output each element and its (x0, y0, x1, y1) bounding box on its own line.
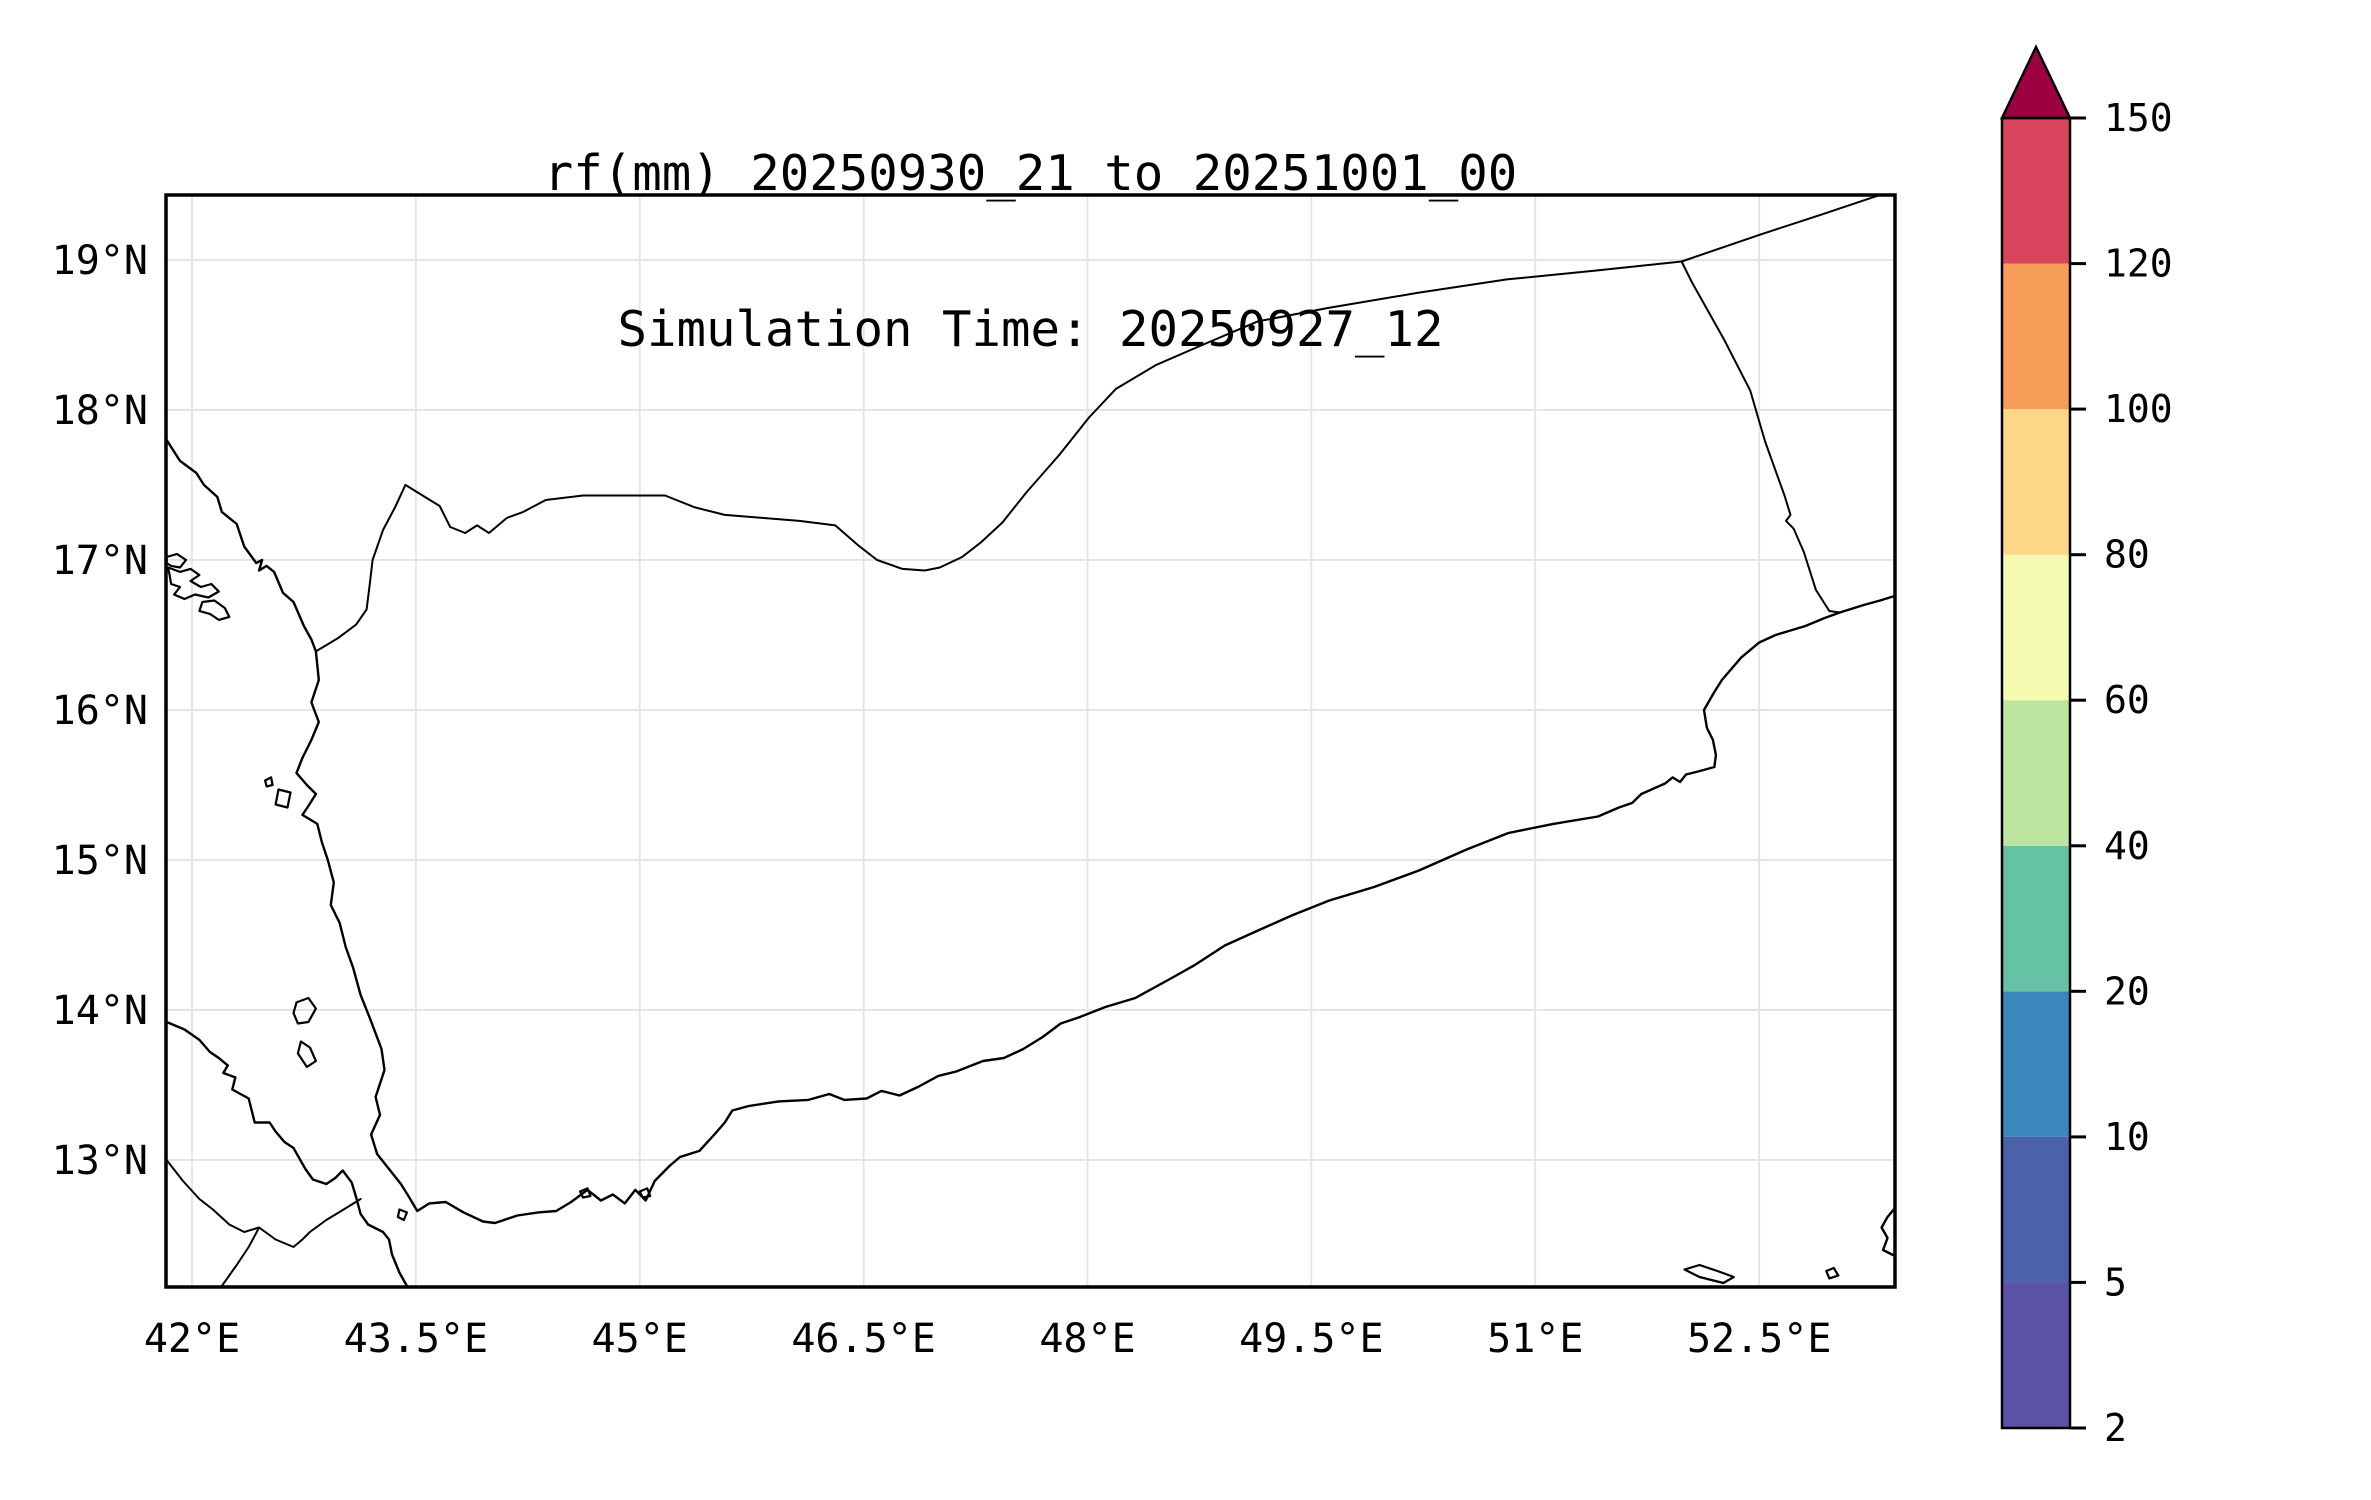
colorbar-tick-label: 40 (2104, 824, 2150, 868)
colorbar-tick-label: 80 (2104, 533, 2150, 577)
colorbar-tick-label: 150 (2104, 96, 2173, 140)
colorbar-segment (2002, 118, 2070, 264)
country-border-path (314, 260, 1683, 653)
y-tick-label: 14°N (52, 988, 148, 1034)
graticule (166, 195, 1895, 1287)
map-frame (164, 193, 1897, 1289)
colorbar-tick-label: 60 (2104, 678, 2150, 722)
coastline-path (166, 1020, 409, 1287)
colorbar-outline (2000, 116, 2072, 1430)
island-outline (578, 1187, 592, 1199)
colorbar-segment (2002, 700, 2070, 846)
island-outline (274, 788, 292, 809)
colorbar-segment (2002, 845, 2070, 992)
colorbar-segment (2002, 263, 2070, 410)
x-axis-labels: 42°E 43.5°E 45°E 46.5°E 48°E 49.5°E 51°E 52.5°E (144, 1316, 1832, 1362)
country-border-path (220, 1226, 261, 1287)
island-outline (638, 1187, 652, 1199)
island-outline (167, 566, 220, 601)
colorbar-tick-label: 5 (2104, 1260, 2127, 1304)
map-layers (166, 195, 1895, 1287)
x-tick-label: 46.5°E (791, 1316, 936, 1362)
colorbar-segment (2002, 1282, 2070, 1428)
colorbar-tick-label: 2 (2104, 1406, 2127, 1450)
colorbar-segment (2002, 1136, 2070, 1283)
y-axis-labels: 19°N 18°N 17°N 16°N 15°N 14°N 13°N (52, 238, 148, 1184)
x-tick-label: 48°E (1039, 1316, 1135, 1362)
colorbar-tick-label: 10 (2104, 1115, 2150, 1159)
y-tick-label: 13°N (52, 1138, 148, 1184)
island-outline (264, 776, 274, 788)
colorbar-segment (2002, 409, 2070, 555)
island-outline (1825, 1266, 1840, 1280)
colorbar-over-arrow (2000, 44, 2072, 120)
y-tick-label: 15°N (52, 838, 148, 884)
x-tick-label: 52.5°E (1687, 1316, 1832, 1362)
colorbar-segment (2002, 991, 2070, 1137)
x-tick-label: 51°E (1487, 1316, 1583, 1362)
y-tick-label: 18°N (52, 388, 148, 434)
coastline-path (1880, 1206, 1895, 1258)
x-tick-label: 42°E (144, 1316, 240, 1362)
island-outline (396, 1208, 408, 1222)
plot-title: rf(mm) 20250930_21 to 20251001_00 Simula… (166, 44, 1895, 460)
island-outline (292, 996, 317, 1025)
island-outline (198, 599, 231, 621)
colorbar-segment (2002, 554, 2070, 701)
title-line2: Simulation Time: 20250927_12 (617, 301, 1444, 358)
title-line1: rf(mm) 20250930_21 to 20251001_00 (543, 145, 1518, 202)
country-border-path (166, 1159, 362, 1248)
x-tick-label: 43.5°E (344, 1316, 489, 1362)
colorbar-tick-label: 20 (2104, 969, 2150, 1013)
x-tick-label: 45°E (592, 1316, 688, 1362)
y-tick-label: 17°N (52, 538, 148, 584)
island-outline (296, 1040, 317, 1069)
colorbar-tick-label: 100 (2104, 387, 2173, 431)
colorbar: 2 5 10 20 40 60 80 100 120 150 (2000, 44, 2173, 1450)
colorbar-tick-label: 120 (2104, 242, 2173, 286)
country-border-path (1680, 260, 1841, 614)
y-tick-label: 19°N (52, 238, 148, 284)
island-outline (1683, 1263, 1735, 1285)
country-border-path (1680, 195, 1883, 263)
y-tick-label: 16°N (52, 688, 148, 734)
coastline-path (166, 438, 1895, 1225)
x-tick-label: 49.5°E (1239, 1316, 1384, 1362)
